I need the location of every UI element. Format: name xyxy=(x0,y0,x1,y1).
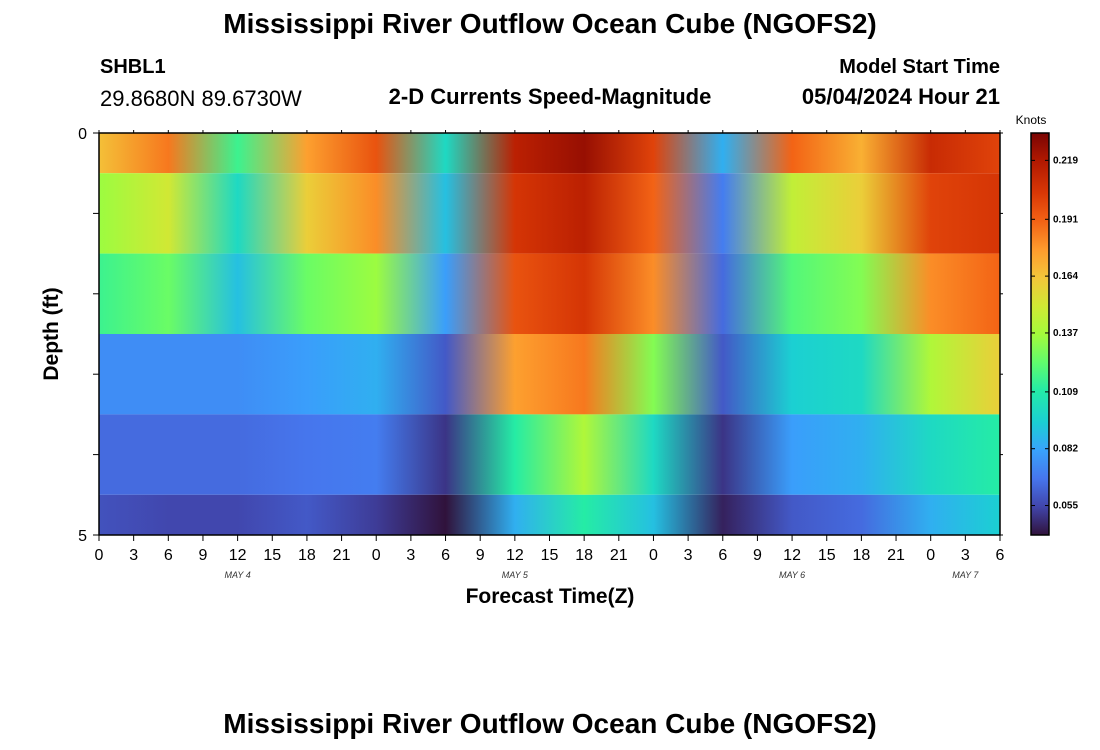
x-tick-label: 3 xyxy=(129,547,138,564)
x-tick-label: 3 xyxy=(961,547,970,564)
colorbar-tick-label: 0.109 xyxy=(1053,387,1078,398)
x-tick-label: 12 xyxy=(229,547,247,564)
date-label: MAY 6 xyxy=(779,570,805,580)
colorbar-tick-label: 0.082 xyxy=(1053,444,1078,455)
heatmap-chart: 0 3 6 9 12 15 18 21 0 3 6 9 12 15 18 21 0 3 6 9 12 15 18 21 0 3 6 M… xyxy=(78,126,1078,580)
y-tick-label: 5 xyxy=(78,528,87,545)
y-tick-label: 0 xyxy=(78,126,87,143)
heatmap-row xyxy=(99,414,1000,495)
heatmap-row xyxy=(99,494,1000,535)
x-tick-label: 15 xyxy=(263,547,281,564)
model-start-label: Model Start Time xyxy=(839,56,1000,78)
chart-subtitle: 2-D Currents Speed-Magnitude xyxy=(388,84,712,109)
heatmap-row xyxy=(99,253,1000,334)
colorbar-title: Knots xyxy=(1015,113,1047,127)
colorbar-tick-label: 0.055 xyxy=(1053,501,1078,512)
x-tick-label: 6 xyxy=(164,547,173,564)
colorbar-tick-label: 0.164 xyxy=(1053,271,1078,282)
x-axis-label: Forecast Time(Z) xyxy=(465,585,635,608)
x-tick-label: 0 xyxy=(95,547,104,564)
x-tick-label: 15 xyxy=(541,547,559,564)
date-label: MAY 4 xyxy=(225,570,251,580)
x-tick-label: 18 xyxy=(298,547,316,564)
x-tick-label: 18 xyxy=(852,547,870,564)
station-id: SHBL1 xyxy=(100,56,166,78)
station-coords: 29.8680N 89.6730W xyxy=(100,86,302,111)
x-tick-label: 0 xyxy=(649,547,658,564)
x-tick-label: 0 xyxy=(926,547,935,564)
x-tick-label: 15 xyxy=(818,547,836,564)
x-tick-label: 9 xyxy=(199,547,208,564)
date-label: MAY 5 xyxy=(502,570,529,580)
date-label: MAY 7 xyxy=(952,570,979,580)
colorbar-tick-label: 0.219 xyxy=(1053,155,1078,166)
x-tick-label: 21 xyxy=(887,547,905,564)
x-tick-label: 6 xyxy=(441,547,450,564)
colorbar: 0.219 0.191 0.164 0.137 0.109 0.082 0.055 xyxy=(1030,132,1078,536)
chart-title: Mississippi River Outflow Ocean Cube (NG… xyxy=(223,8,877,39)
x-tick-label: 6 xyxy=(996,547,1005,564)
repeat-title: Mississippi River Outflow Ocean Cube (NG… xyxy=(223,708,877,739)
x-tick-label: 12 xyxy=(783,547,801,564)
x-tick-label: 3 xyxy=(406,547,415,564)
colorbar-gradient xyxy=(1030,132,1050,536)
model-start-value: 05/04/2024 Hour 21 xyxy=(801,84,1000,109)
heatmap-cells xyxy=(99,133,1000,535)
y-axis: 05 xyxy=(78,126,1003,545)
x-axis: 0 3 6 9 12 15 18 21 0 3 6 9 12 15 18 21 0 3 6 9 12 15 18 21 0 3 6 M… xyxy=(95,130,1005,580)
x-tick-label: 12 xyxy=(506,547,524,564)
x-tick-label: 21 xyxy=(610,547,628,564)
x-tick-label: 18 xyxy=(575,547,593,564)
x-tick-label: 6 xyxy=(718,547,727,564)
heatmap-row xyxy=(99,173,1000,254)
colorbar-tick-label: 0.137 xyxy=(1053,328,1078,339)
x-tick-label: 3 xyxy=(684,547,693,564)
colorbar-tick-label: 0.191 xyxy=(1053,214,1078,225)
x-tick-label: 0 xyxy=(372,547,381,564)
x-tick-label: 21 xyxy=(333,547,351,564)
x-tick-label: 9 xyxy=(476,547,485,564)
heatmap-row xyxy=(99,334,1000,415)
y-axis-label: Depth (ft) xyxy=(40,287,63,381)
x-tick-label: 9 xyxy=(753,547,762,564)
heatmap-row xyxy=(99,133,1000,174)
